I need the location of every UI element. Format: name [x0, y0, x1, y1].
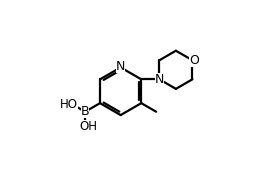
Text: B: B	[81, 105, 90, 118]
Text: O: O	[189, 54, 199, 67]
Text: N: N	[155, 73, 164, 86]
Text: N: N	[116, 60, 125, 73]
Text: HO: HO	[60, 98, 78, 111]
Text: OH: OH	[79, 120, 97, 132]
